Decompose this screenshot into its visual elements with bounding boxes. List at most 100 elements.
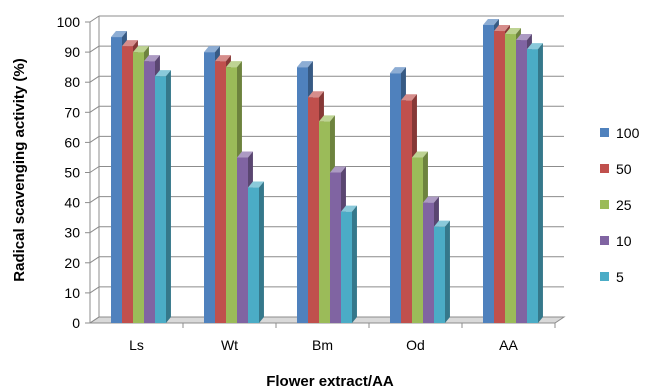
y-tick-label: 80 xyxy=(64,74,80,90)
bar-front xyxy=(319,121,330,323)
y-tick-label: 50 xyxy=(64,165,80,181)
bar-top xyxy=(237,151,253,158)
gridline-side xyxy=(89,196,100,204)
bar-top xyxy=(226,61,242,68)
legend-item: 100 xyxy=(600,125,640,141)
bar-front xyxy=(144,61,155,323)
y-tick-label: 10 xyxy=(64,285,80,301)
bar-side xyxy=(352,205,357,323)
bar xyxy=(155,70,171,324)
x-tick-labels: Ls Wt Bm Od AA xyxy=(129,337,518,353)
bar-front xyxy=(248,187,259,323)
bar-side xyxy=(166,70,171,324)
bar-top xyxy=(494,25,510,32)
y-tick-label: 60 xyxy=(64,134,80,150)
gridline-side xyxy=(89,166,100,173)
bar-front xyxy=(122,46,133,324)
bar-front xyxy=(527,49,538,324)
y-tick-label: 100 xyxy=(57,14,81,30)
legend-swatch xyxy=(600,164,609,173)
bar-top xyxy=(390,67,406,74)
bar-top xyxy=(308,91,324,98)
gridline-side xyxy=(89,286,100,294)
x-axis-title: Flower extract/AA xyxy=(266,373,394,389)
bar-top xyxy=(122,40,138,47)
bar-front xyxy=(341,211,352,323)
legend-swatch xyxy=(600,272,609,281)
bar-top xyxy=(215,55,231,62)
bar-front xyxy=(505,34,516,323)
bar-front xyxy=(297,67,308,324)
bar-top xyxy=(111,31,127,38)
gridline-side xyxy=(89,45,100,53)
legend-label: 5 xyxy=(616,269,624,285)
bar-side xyxy=(538,43,543,324)
bar-top xyxy=(434,220,450,227)
gridline-side xyxy=(89,105,100,113)
bar-front xyxy=(401,100,412,323)
bar-top xyxy=(412,151,428,158)
bar-front xyxy=(434,226,445,323)
bar-front xyxy=(516,40,527,324)
legend-swatch xyxy=(600,236,609,245)
legend-swatch xyxy=(600,200,609,209)
y-tick-labels: 0 10 20 30 40 50 60 70 80 90 100 xyxy=(57,14,81,331)
bar-top xyxy=(248,181,264,188)
y-tick-label: 30 xyxy=(64,225,80,241)
y-tick-label: 90 xyxy=(64,44,80,60)
x-tick-label: Ls xyxy=(129,337,144,353)
gridline-side xyxy=(89,135,100,143)
legend-item: 10 xyxy=(600,233,632,249)
y-tick-label: 20 xyxy=(64,255,80,271)
bar-top xyxy=(423,196,439,203)
bar-top xyxy=(341,205,357,212)
bar-front xyxy=(204,52,215,323)
legend-item: 50 xyxy=(600,161,632,177)
bar-front xyxy=(412,157,423,323)
bar xyxy=(341,205,357,323)
legend-label: 25 xyxy=(616,197,632,213)
legend-item: 25 xyxy=(600,197,632,213)
y-tick-label: 40 xyxy=(64,195,80,211)
gridline-side xyxy=(89,15,100,23)
bar-top xyxy=(155,70,171,77)
bar-front xyxy=(330,172,341,323)
bar-top xyxy=(297,61,313,68)
bar-top xyxy=(505,28,521,35)
legend: 100 50 25 10 5 xyxy=(600,125,640,285)
gridline-side xyxy=(89,226,100,234)
legend-label: 50 xyxy=(616,161,632,177)
bar-top xyxy=(401,94,417,101)
legend-label: 100 xyxy=(616,125,640,141)
bar-front xyxy=(215,61,226,323)
bar-top xyxy=(483,19,499,26)
bar-top xyxy=(144,55,160,62)
bar-side xyxy=(259,181,264,323)
bars xyxy=(111,19,543,324)
bar-top xyxy=(319,115,335,122)
bar-top xyxy=(204,46,220,53)
bar-top xyxy=(527,43,543,50)
bar-front xyxy=(423,202,434,323)
legend-item: 5 xyxy=(600,269,624,285)
bar-front xyxy=(133,52,144,323)
bar xyxy=(527,43,543,324)
bar-front xyxy=(390,73,401,323)
x-tick-label: Bm xyxy=(312,337,333,353)
bar-front xyxy=(494,31,505,324)
bar-front xyxy=(483,25,494,323)
legend-label: 10 xyxy=(616,233,632,249)
gridline-side xyxy=(89,256,100,264)
y-tick-label: 70 xyxy=(64,104,80,120)
bar xyxy=(248,181,264,323)
bar-front xyxy=(237,157,248,323)
x-tick-label: Od xyxy=(406,337,425,353)
bar-top xyxy=(133,46,149,53)
bar-top xyxy=(330,166,346,173)
x-tick-label: AA xyxy=(499,337,518,353)
y-tick-label: 0 xyxy=(72,315,80,331)
legend-swatch xyxy=(600,128,609,137)
bar-front xyxy=(226,67,237,324)
gridline-side xyxy=(89,75,100,83)
